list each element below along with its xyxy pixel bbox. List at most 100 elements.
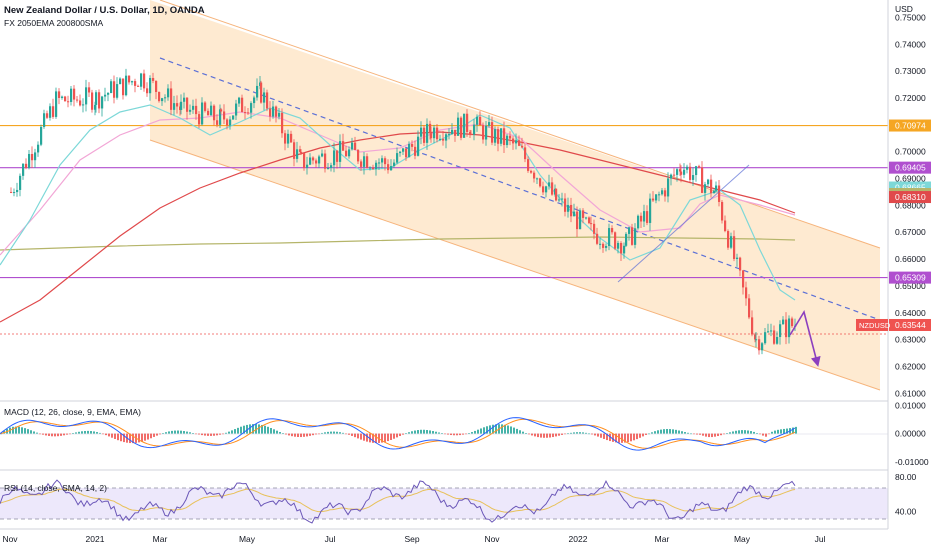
- channel-midline[interactable]: [159, 57, 881, 321]
- candle-body: [116, 84, 119, 98]
- channel-upper-edge[interactable]: [159, 0, 881, 249]
- time-axis[interactable]: Nov 2021 Mar May Jul Sep Nov 2022 Mar May Jul: [2, 534, 825, 544]
- macd-line: [0, 417, 796, 451]
- candle-body: [207, 110, 210, 116]
- macd-bar: [150, 433, 152, 439]
- macd-bar: [270, 428, 272, 434]
- candle-body: [770, 330, 773, 332]
- candle-body: [167, 88, 170, 98]
- macd-bar: [669, 429, 671, 434]
- macd-bar: [447, 433, 449, 435]
- macd-axis-ticks: 0.01000 0.00000 -0.01000: [895, 400, 929, 467]
- candle-body: [339, 141, 342, 162]
- macd-bar: [258, 424, 260, 434]
- candle-body: [290, 133, 293, 143]
- macd-bar: [105, 433, 107, 436]
- forecast-arrow[interactable]: [789, 309, 821, 367]
- price-axis[interactable]: USD: [887, 0, 913, 529]
- candle-body: [284, 133, 287, 144]
- macd-bar: [597, 433, 599, 437]
- macd-bar: [120, 433, 122, 442]
- price-tick-label: 0.63000: [895, 335, 926, 345]
- macd-bar: [69, 433, 71, 435]
- candle-body: [457, 117, 460, 136]
- macd-bar: [291, 433, 293, 437]
- candle-body: [448, 134, 451, 136]
- candle-body: [521, 145, 524, 148]
- macd-bar: [387, 433, 389, 442]
- macd-bar: [771, 431, 773, 434]
- candle-body: [628, 227, 631, 234]
- candle-body: [602, 243, 605, 248]
- macd-bar: [690, 433, 692, 435]
- macd-bar: [240, 426, 242, 434]
- candle-body: [70, 88, 73, 102]
- candle-body: [588, 217, 591, 224]
- candle-body: [718, 185, 721, 202]
- macd-bar: [405, 433, 407, 434]
- macd-bar: [504, 424, 506, 434]
- candle-body: [256, 85, 259, 98]
- macd-bar: [645, 433, 647, 435]
- trendline-support[interactable]: [617, 164, 750, 283]
- macd-bar: [66, 433, 68, 435]
- macd-bar: [306, 433, 308, 437]
- macd-bar: [444, 433, 446, 435]
- candle-body: [524, 147, 527, 160]
- candle-body: [469, 131, 472, 135]
- candle-body: [564, 198, 567, 212]
- candle-body: [110, 81, 113, 94]
- candle-body: [593, 223, 596, 234]
- macd-bar: [783, 428, 785, 434]
- macd-bar: [204, 433, 206, 436]
- candle-body: [596, 233, 599, 244]
- candle-body: [430, 133, 433, 139]
- macd-bar: [486, 426, 488, 434]
- candle-body: [695, 166, 698, 176]
- candle-body: [312, 157, 315, 161]
- candle-body: [460, 117, 463, 138]
- macd-bar: [717, 433, 719, 437]
- candle-body: [366, 156, 369, 168]
- rsi-pane: [0, 479, 888, 524]
- macd-bar: [711, 433, 713, 438]
- candle-body: [354, 142, 357, 150]
- candle-body: [652, 198, 655, 201]
- candle-body: [479, 116, 482, 126]
- candle-body: [494, 129, 497, 143]
- candle-body: [309, 157, 312, 165]
- candle-body: [512, 138, 515, 144]
- horizontal-levels: [0, 124, 888, 279]
- macd-bar: [654, 431, 656, 434]
- candle-body: [278, 112, 281, 117]
- macd-bar: [729, 432, 731, 434]
- macd-bar: [42, 433, 44, 435]
- macd-bar: [267, 426, 269, 434]
- rsi-line: [0, 479, 796, 524]
- macd-bar: [372, 433, 374, 443]
- candle-body: [55, 91, 58, 117]
- macd-bar: [672, 429, 674, 434]
- candle-body: [351, 142, 354, 150]
- candle-body: [782, 319, 785, 325]
- macd-bar: [243, 425, 245, 434]
- macd-bar: [777, 429, 779, 434]
- candle-body: [576, 211, 579, 230]
- candle-body: [58, 91, 61, 98]
- candle-body: [321, 153, 324, 157]
- price-tick-label: 0.69000: [895, 174, 926, 184]
- macd-bar: [273, 429, 275, 434]
- candle-body: [785, 319, 788, 338]
- candle-body: [46, 113, 49, 118]
- candle-body: [152, 77, 155, 81]
- candle-body: [625, 233, 628, 246]
- candle-body: [238, 97, 241, 104]
- candle-body: [299, 149, 302, 152]
- macd-bar: [99, 432, 101, 434]
- macd-bar: [483, 427, 485, 434]
- macd-bar: [570, 432, 572, 434]
- candle-body: [266, 92, 269, 109]
- price-tick-label: 0.64000: [895, 308, 926, 318]
- macd-bar: [285, 433, 287, 435]
